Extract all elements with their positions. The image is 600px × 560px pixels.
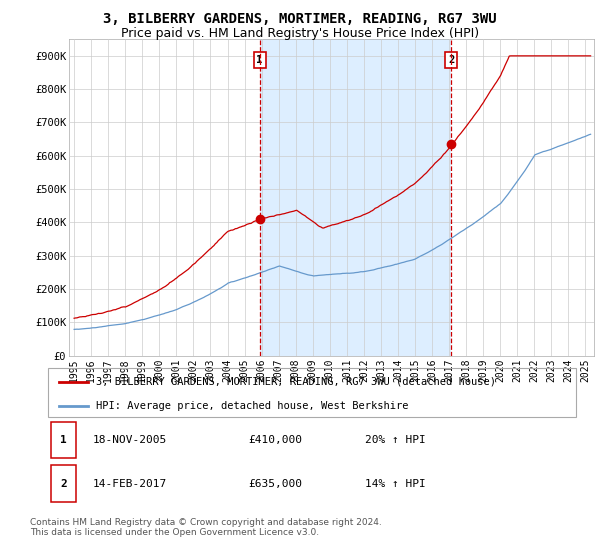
Text: £410,000: £410,000: [248, 435, 302, 445]
Text: 1: 1: [60, 435, 67, 445]
Text: Price paid vs. HM Land Registry's House Price Index (HPI): Price paid vs. HM Land Registry's House …: [121, 27, 479, 40]
Text: HPI: Average price, detached house, West Berkshire: HPI: Average price, detached house, West…: [95, 402, 408, 412]
Bar: [50, 422, 76, 459]
Text: Contains HM Land Registry data © Crown copyright and database right 2024.
This d: Contains HM Land Registry data © Crown c…: [30, 518, 382, 538]
Bar: [50, 465, 76, 502]
Text: 2: 2: [448, 55, 454, 65]
Text: 1: 1: [256, 55, 263, 65]
Bar: [260, 39, 451, 356]
Text: 2: 2: [60, 479, 67, 488]
Text: 14% ↑ HPI: 14% ↑ HPI: [365, 479, 425, 488]
Text: 14-FEB-2017: 14-FEB-2017: [93, 479, 167, 488]
Text: 3, BILBERRY GARDENS, MORTIMER, READING, RG7 3WU: 3, BILBERRY GARDENS, MORTIMER, READING, …: [103, 12, 497, 26]
Text: £635,000: £635,000: [248, 479, 302, 488]
Text: 20% ↑ HPI: 20% ↑ HPI: [365, 435, 425, 445]
Text: 3, BILBERRY GARDENS, MORTIMER, READING, RG7 3WU (detached house): 3, BILBERRY GARDENS, MORTIMER, READING, …: [95, 377, 496, 387]
Text: 18-NOV-2005: 18-NOV-2005: [93, 435, 167, 445]
